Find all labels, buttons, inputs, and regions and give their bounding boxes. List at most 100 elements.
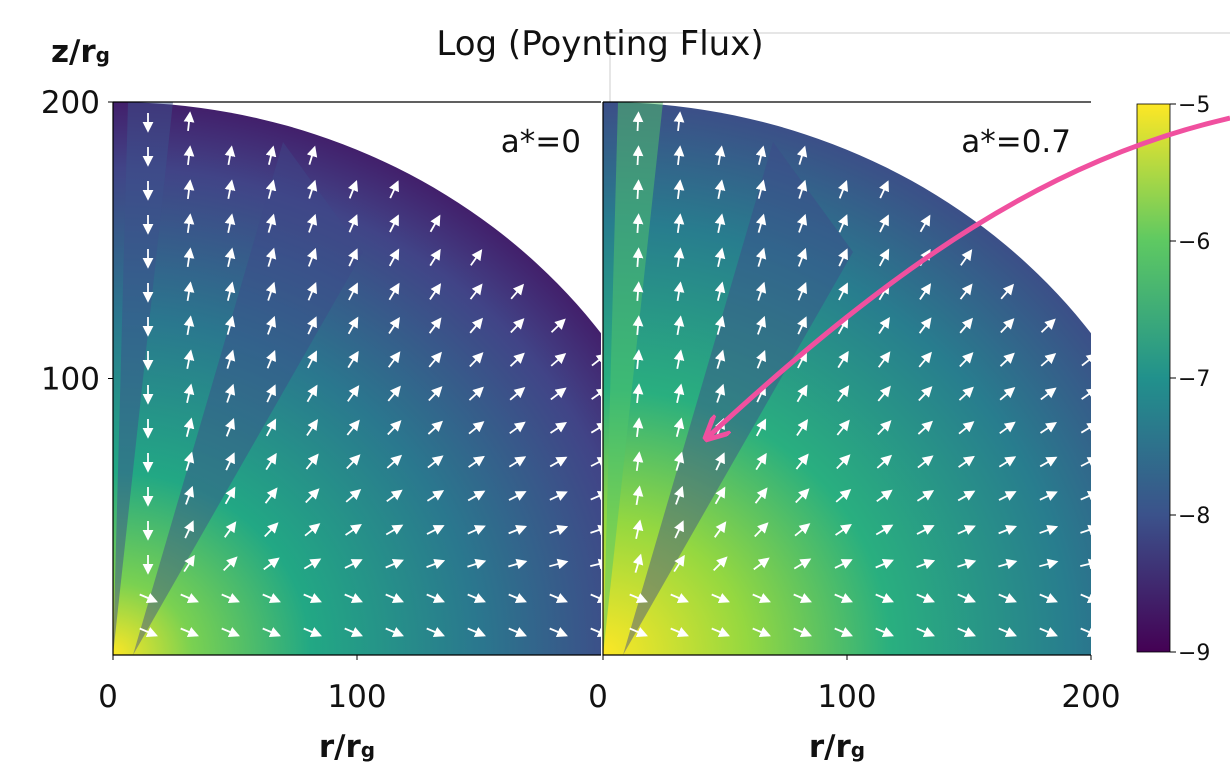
flow-arrow	[468, 386, 484, 401]
flow-arrow	[347, 316, 359, 335]
flow-arrow	[224, 281, 236, 301]
annotation: a*=0	[501, 124, 581, 160]
flow-arrow	[265, 315, 277, 335]
flow-arrow	[714, 486, 726, 505]
x-label-text: r/r	[809, 729, 852, 765]
flow-arrow	[508, 627, 527, 637]
flow-arrow	[714, 349, 726, 369]
flow-arrow	[304, 523, 321, 537]
flow-arrow	[1040, 387, 1057, 401]
flow-arrow	[183, 383, 195, 403]
flow-arrow	[878, 316, 890, 335]
flow-arrow	[673, 247, 685, 268]
flow-arrow	[999, 387, 1016, 401]
flow-arrow	[509, 421, 526, 435]
flow-arrow	[1081, 387, 1091, 400]
flow-arrow	[262, 593, 281, 603]
flow-arrow	[221, 627, 240, 637]
flow-arrow	[224, 179, 236, 200]
flow-arrow	[835, 488, 852, 503]
flow-arrow	[673, 179, 685, 200]
x-tick-label: 0	[98, 679, 118, 715]
flow-arrow	[265, 145, 277, 165]
flow-arrow	[755, 315, 767, 335]
flow-arrow	[834, 627, 853, 637]
jet-band	[603, 102, 663, 655]
y-label-sub: g	[96, 43, 110, 67]
x-axis-label: r/rg	[319, 729, 375, 765]
flow-arrow	[629, 627, 648, 637]
flow-arrow	[670, 627, 689, 637]
flow-arrow	[306, 145, 318, 165]
flow-arrow	[467, 558, 487, 570]
flow-arrow	[345, 523, 362, 536]
flow-arrow	[303, 558, 322, 570]
flow-arrow	[550, 318, 566, 333]
flow-arrow	[469, 283, 483, 300]
flow-arrow	[428, 386, 443, 402]
flow-arrow	[387, 351, 401, 368]
x-tick-label: 0	[588, 679, 608, 715]
flow-arrow	[793, 593, 812, 603]
heatmap	[113, 102, 601, 655]
flow-arrow	[876, 489, 893, 503]
flow-arrow	[877, 351, 891, 368]
x-label-sub: g	[361, 738, 375, 762]
heatmap	[603, 102, 1091, 655]
colorbar-tick-label: −6	[1178, 230, 1210, 255]
flow-arrow	[344, 559, 363, 569]
flow-arrow	[1040, 352, 1057, 367]
flow-arrow	[224, 417, 236, 437]
flow-arrow	[385, 627, 404, 637]
flow-arrow	[265, 418, 277, 437]
flow-arrow	[793, 558, 812, 570]
flow-arrow	[632, 383, 644, 404]
flow-arrow	[549, 558, 569, 570]
flow-arrow	[916, 525, 935, 535]
flow-arrow	[879, 214, 889, 233]
flow-arrow	[590, 491, 601, 501]
flow-arrow	[999, 421, 1016, 435]
flow-arrow	[265, 281, 277, 301]
flow-arrow	[266, 384, 276, 403]
flow-arrow	[875, 524, 894, 536]
flow-arrow	[510, 283, 525, 300]
flow-arrow	[550, 422, 568, 434]
flow-arrow	[836, 419, 850, 436]
flow-arrow	[919, 283, 932, 300]
flow-arrow	[224, 145, 236, 166]
flow-arrow	[387, 420, 402, 436]
flow-arrow	[958, 421, 975, 435]
flow-arrow	[590, 422, 601, 434]
flow-arrow	[306, 213, 318, 233]
flow-arrow	[386, 489, 403, 503]
flow-arrow	[183, 315, 195, 336]
flow-arrow	[998, 558, 1018, 570]
x-axis-label: r/rg	[809, 729, 865, 765]
flow-arrow	[262, 627, 281, 637]
flow-arrow	[388, 316, 400, 335]
flow-arrow	[467, 593, 486, 603]
flow-arrow	[265, 179, 277, 199]
flow-arrow	[998, 627, 1017, 637]
flow-arrow	[632, 349, 644, 370]
flow-arrow	[468, 421, 485, 435]
flow-arrow	[428, 317, 442, 334]
flow-arrow	[385, 559, 404, 569]
flow-arrow	[957, 525, 976, 535]
flow-arrow	[837, 385, 850, 402]
flow-arrow	[632, 281, 644, 302]
flow-arrow	[183, 451, 195, 471]
flow-arrow	[793, 627, 812, 637]
flow-arrow	[429, 283, 442, 300]
flow-arrow	[796, 179, 808, 199]
flow-arrow	[632, 111, 644, 132]
flow-arrow	[387, 385, 401, 402]
flow-arrow	[386, 454, 403, 469]
flow-arrow	[875, 627, 894, 637]
flow-arrow	[632, 417, 644, 438]
flow-arrow	[1080, 627, 1091, 637]
flow-arrow	[756, 350, 766, 369]
flow-arrow	[223, 556, 238, 572]
flow-arrow	[875, 559, 894, 569]
